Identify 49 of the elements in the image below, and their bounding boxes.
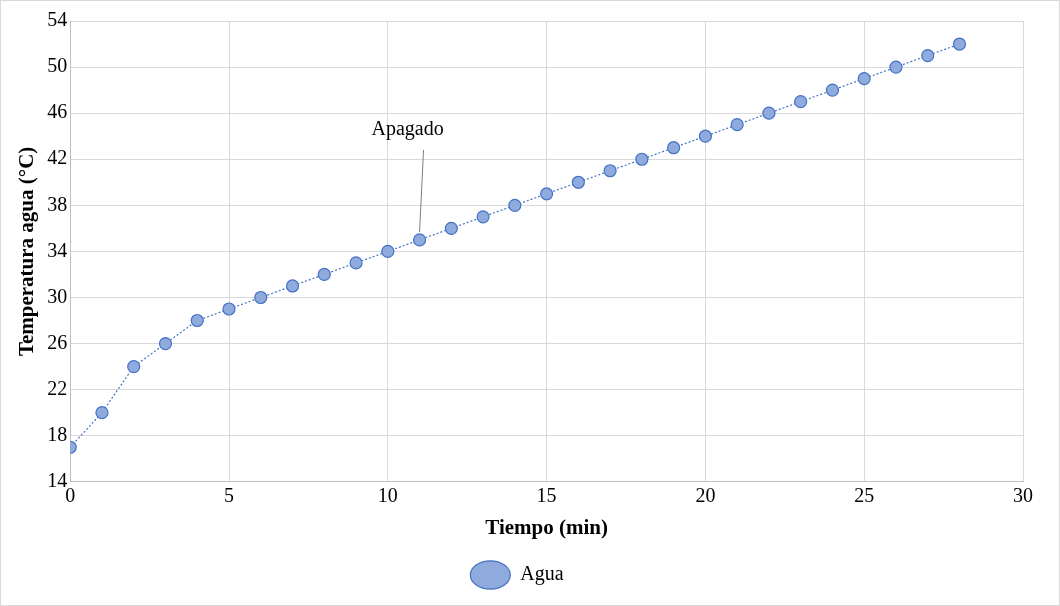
point [952, 37, 967, 51]
annotation: Apagado [371, 117, 444, 141]
point [190, 313, 204, 328]
y-tick-label: 34 [47, 238, 68, 261]
point [444, 221, 458, 235]
y-tick-label: 42 [47, 146, 68, 169]
x-tick-label: 0 [65, 484, 76, 507]
x-tick-label: 5 [224, 484, 234, 507]
y-tick-label: 30 [47, 284, 68, 307]
y-tick-label: 50 [47, 54, 68, 77]
y-tick-label: 26 [47, 330, 68, 353]
point [381, 244, 395, 258]
point [794, 95, 808, 109]
x-tick-label: 30 [1013, 484, 1033, 507]
point [571, 175, 585, 189]
point [349, 256, 363, 270]
point [285, 279, 300, 293]
x-tick-label: 10 [377, 484, 398, 507]
x-tick-label: 20 [695, 484, 716, 507]
point [698, 129, 712, 143]
point [667, 141, 681, 155]
point [476, 210, 490, 224]
x-tick-label: 25 [854, 484, 875, 507]
point [540, 187, 554, 201]
point [95, 406, 109, 420]
point [730, 118, 744, 132]
point [254, 290, 268, 305]
y-tick-label: 54 [47, 8, 68, 31]
point [508, 198, 522, 212]
y-tick-label: 38 [47, 192, 68, 215]
point [921, 48, 935, 63]
point [857, 72, 871, 86]
point [825, 83, 840, 97]
y-tick-label: 18 [47, 422, 68, 445]
point [635, 152, 649, 166]
point [762, 106, 776, 120]
y-tick-label: 46 [47, 100, 68, 123]
y-axis-title: Temperatura agua (°C) [14, 146, 39, 357]
point [127, 360, 141, 374]
x-tick-label: 15 [536, 484, 557, 507]
point [603, 164, 617, 178]
point [158, 336, 173, 351]
point [889, 60, 903, 74]
legend-label: Agua [520, 562, 564, 586]
point [317, 267, 331, 282]
point [412, 233, 427, 247]
point [222, 302, 236, 316]
y-tick-label: 22 [47, 376, 68, 399]
x-axis-title: Tiempo (min) [485, 514, 608, 539]
